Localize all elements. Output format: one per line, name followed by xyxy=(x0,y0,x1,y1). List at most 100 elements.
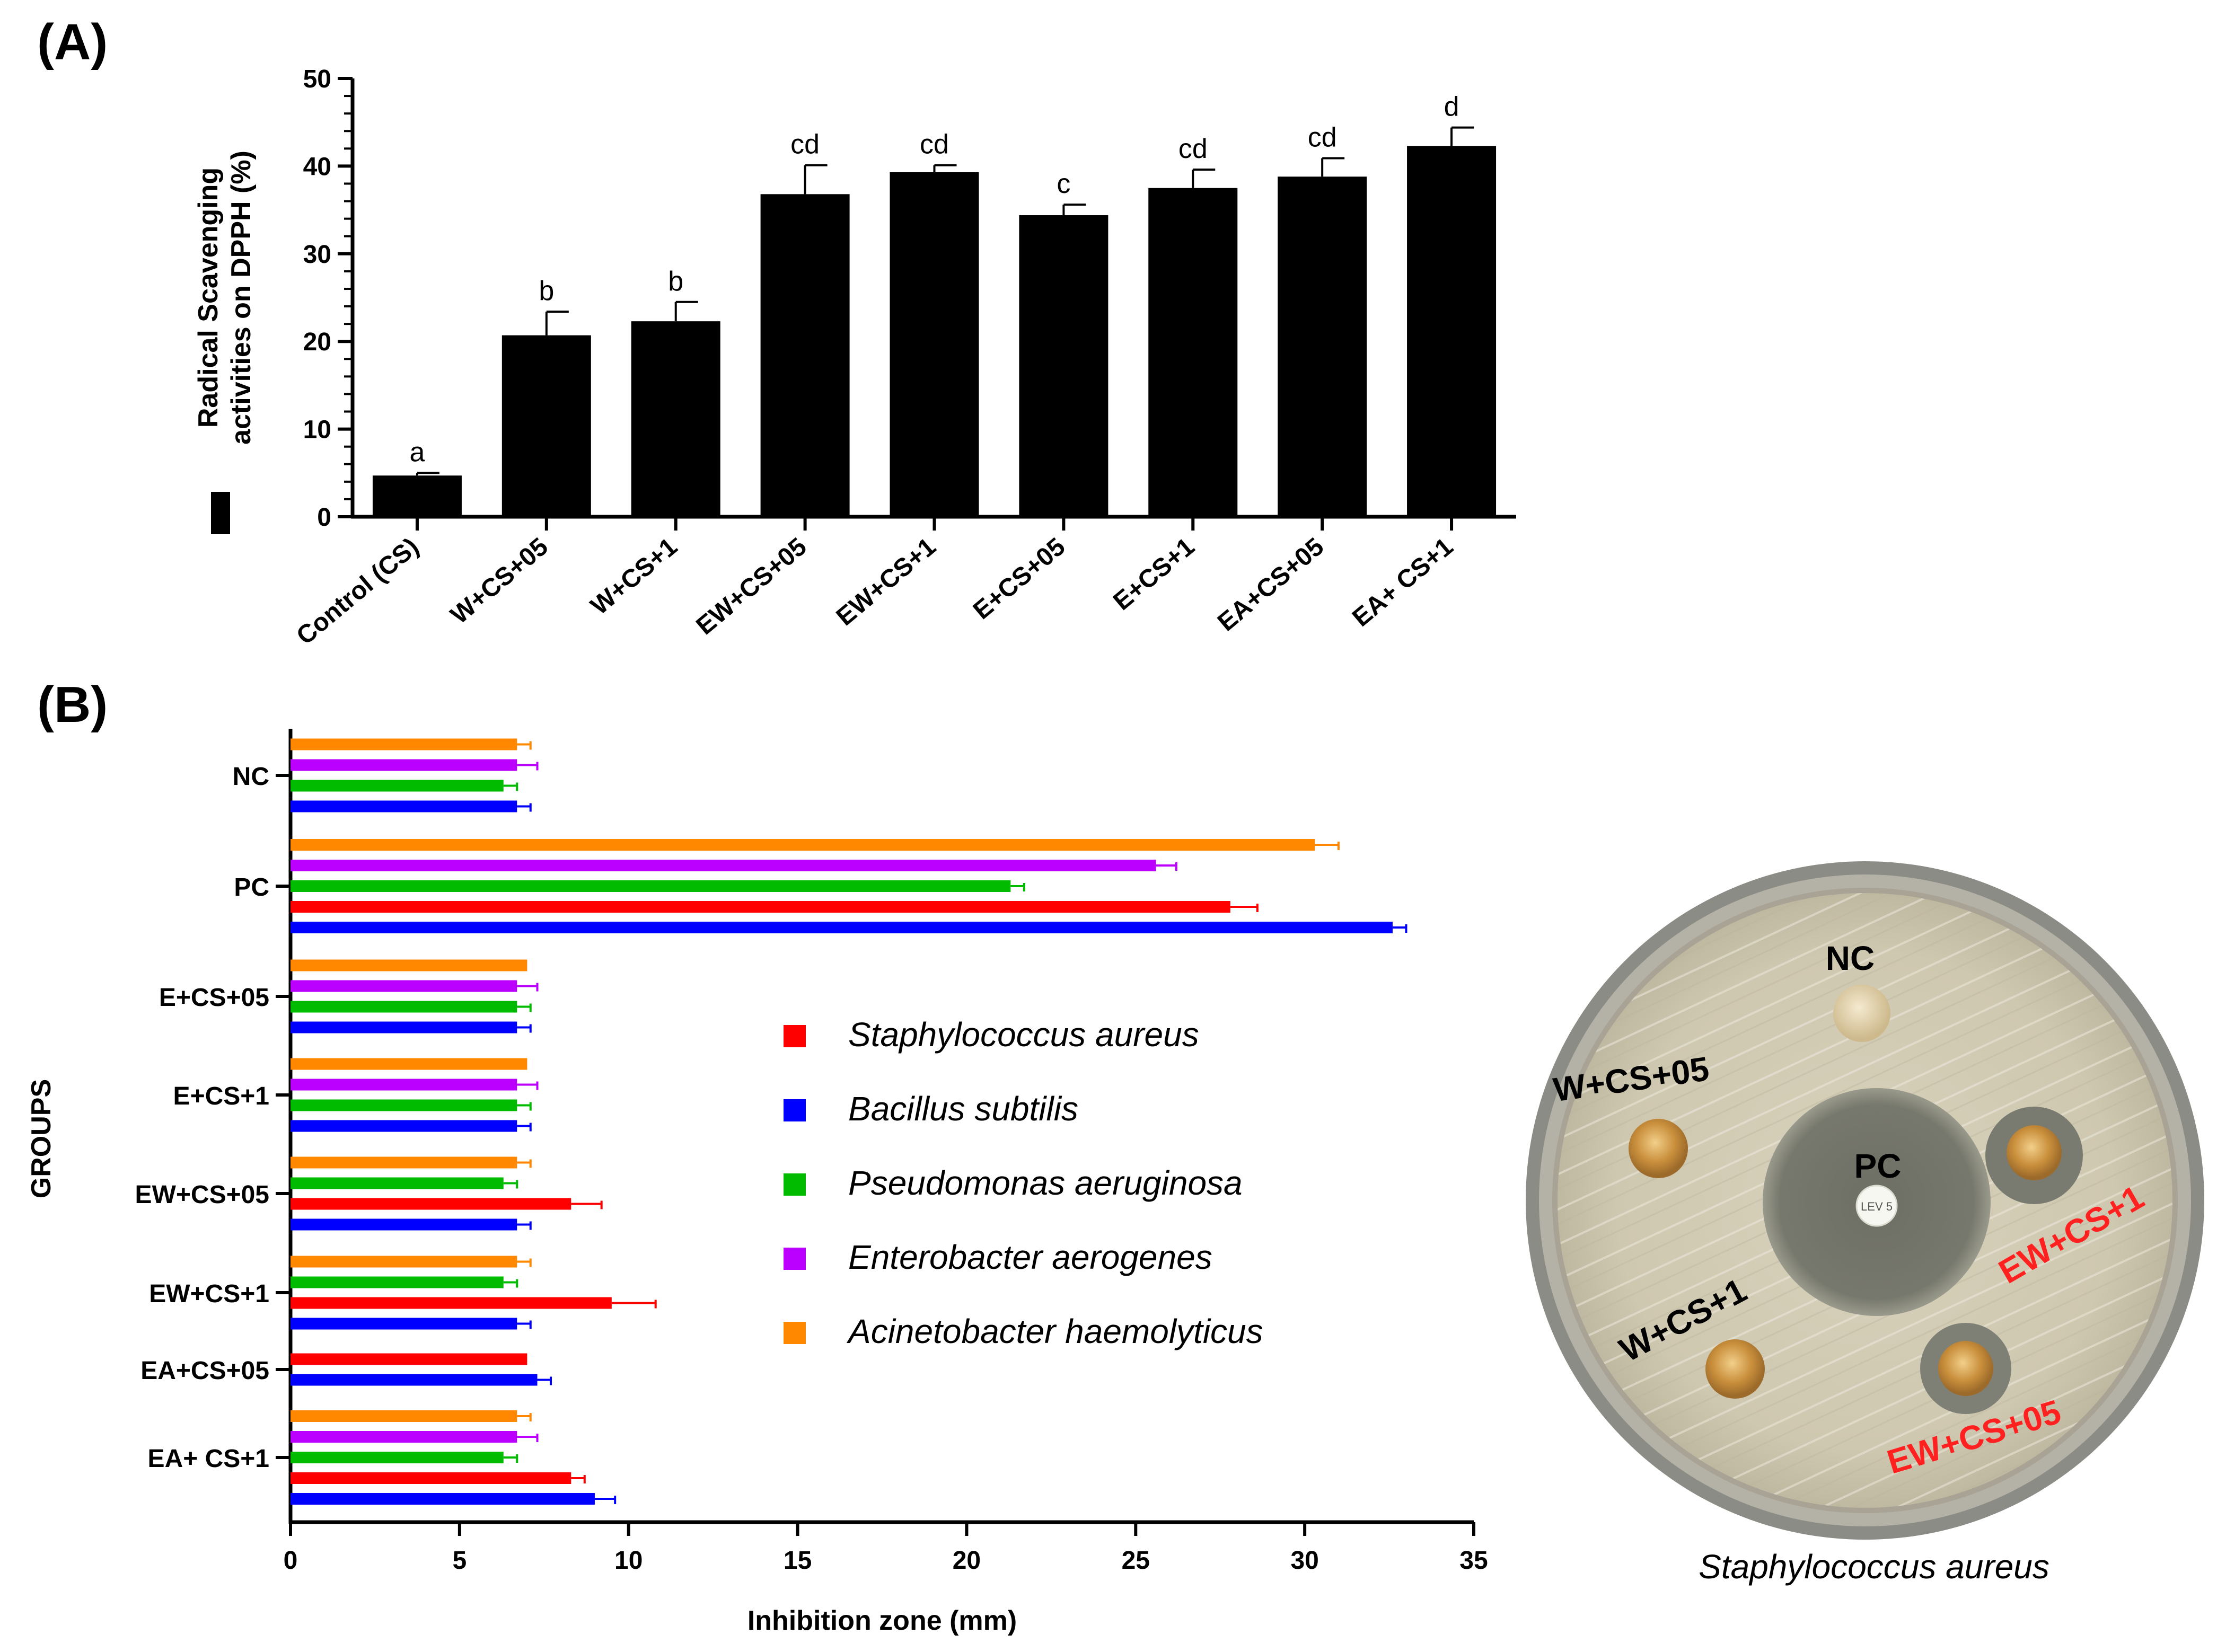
y-tick-label: 0 xyxy=(317,503,331,532)
y-tick-label: EA+CS+05 xyxy=(140,1357,269,1385)
bar xyxy=(291,1079,517,1091)
bar xyxy=(1278,176,1367,517)
bar xyxy=(291,1177,504,1189)
y-tick-label: 10 xyxy=(303,416,331,444)
x-tick-label: 10 xyxy=(614,1547,643,1575)
bar xyxy=(291,860,1156,871)
significance-letter: b xyxy=(539,276,554,306)
bar xyxy=(291,1493,595,1505)
bar xyxy=(291,738,517,750)
y-axis-title: GROUPS xyxy=(26,1079,57,1198)
agar-edge xyxy=(1552,888,2178,1513)
x-tick-label: W+CS+1 xyxy=(586,533,683,621)
legend-label: Bacillus subtilis xyxy=(848,1090,1078,1128)
bar xyxy=(291,1318,517,1330)
bar xyxy=(291,1099,517,1111)
y-tick-label: E+CS+1 xyxy=(173,1082,269,1110)
bar xyxy=(1407,146,1497,517)
significance-letter: cd xyxy=(1308,122,1337,153)
x-tick-label: EA+CS+05 xyxy=(1212,533,1329,637)
legend-swatch xyxy=(784,1173,806,1196)
bar xyxy=(291,800,517,812)
x-tick-label: Control (CS) xyxy=(291,533,424,650)
bar xyxy=(631,321,720,517)
bar xyxy=(291,1452,504,1463)
significance-letter: b xyxy=(668,266,683,297)
legend-label: Enterobacter aerogenes xyxy=(848,1238,1212,1276)
x-tick-label: W+CS+05 xyxy=(445,533,553,630)
dish-caption: Staphylococcus aureus xyxy=(1699,1548,2049,1586)
significance-letter: c xyxy=(1057,169,1070,199)
y-tick-label: 50 xyxy=(303,65,331,93)
bar xyxy=(372,475,462,517)
significance-letter: cd xyxy=(920,129,949,160)
legend-swatch xyxy=(784,1099,806,1121)
x-tick-label: EA+ CS+1 xyxy=(1347,533,1458,632)
bar xyxy=(291,1431,517,1443)
legend-label: Staphylococcus aureus xyxy=(848,1015,1199,1054)
y-tick-label: NC xyxy=(233,763,269,791)
bar xyxy=(291,1001,517,1013)
bar xyxy=(291,759,517,771)
x-tick-label: 15 xyxy=(784,1547,812,1575)
legend-swatch xyxy=(784,1025,806,1047)
bar xyxy=(291,1218,517,1231)
significance-letter: cd xyxy=(790,129,820,160)
bar xyxy=(291,880,1011,892)
pc-disc-text: LEV 5 xyxy=(1861,1200,1893,1213)
bar xyxy=(760,194,850,517)
bar xyxy=(291,1276,504,1288)
dpph-bar-chart: 0 10 20 30 40 50 Radical Scavenging activities … xyxy=(193,65,1516,650)
legend-swatch xyxy=(211,492,230,534)
dish-label-nc: NC xyxy=(1826,939,1875,977)
bar xyxy=(291,780,504,792)
significance-letter: d xyxy=(1444,92,1459,122)
bar xyxy=(291,839,1315,851)
legend-swatch xyxy=(784,1322,806,1344)
nc-well xyxy=(1833,985,1890,1042)
bar xyxy=(291,980,517,992)
y-tick-label: 20 xyxy=(303,328,331,356)
panel-a-label: (A) xyxy=(37,14,108,70)
y-tick-label: EA+ CS+1 xyxy=(148,1445,269,1473)
w-cs-05-well xyxy=(1629,1119,1688,1178)
panel-b-label: (B) xyxy=(37,676,108,733)
x-tick-label: 0 xyxy=(284,1547,298,1575)
y-axis-title-line1: Radical Scavenging xyxy=(193,167,224,428)
x-tick-label: 25 xyxy=(1122,1547,1150,1575)
petri-dish-photo: LEV 5 NC PC W+CS+05 W+CS+1 EW+CS+1 EW+CS… xyxy=(1526,861,2204,1586)
y-tick-label: EW+CS+05 xyxy=(135,1181,269,1209)
y-tick-label: EW+CS+1 xyxy=(149,1280,269,1308)
ew-cs-05-well xyxy=(1938,1341,1993,1396)
bar xyxy=(291,959,527,971)
x-axis-title: Inhibition zone (mm) xyxy=(747,1605,1017,1636)
bar xyxy=(291,1021,517,1033)
bar xyxy=(291,1353,527,1365)
x-tick-label: E+CS+1 xyxy=(1108,533,1200,616)
bar xyxy=(502,335,591,517)
y-tick-label: PC xyxy=(234,873,269,902)
y-tick-label: 40 xyxy=(303,153,331,181)
x-tick-label: E+CS+05 xyxy=(968,533,1071,625)
bar xyxy=(291,1120,517,1132)
bar xyxy=(1019,215,1108,517)
bar xyxy=(291,1297,612,1309)
y-axis-title-line2: activities on DPPH (%) xyxy=(226,151,257,445)
y-tick-label: E+CS+05 xyxy=(159,984,269,1012)
bar xyxy=(291,901,1230,913)
x-tick-label: 35 xyxy=(1459,1547,1488,1575)
y-tick-label: 30 xyxy=(303,241,331,269)
dish-label-pc: PC xyxy=(1854,1147,1902,1185)
x-tick-label: 30 xyxy=(1290,1547,1318,1575)
pc-antibiotic-disc xyxy=(1855,1185,1898,1227)
significance-letter: a xyxy=(409,437,425,467)
bar xyxy=(291,1410,517,1422)
x-tick-label: EW+CS+1 xyxy=(831,533,942,631)
bar xyxy=(291,1198,571,1210)
bar xyxy=(291,1374,538,1386)
x-tick-label: 20 xyxy=(953,1547,981,1575)
inhibition-zone-bar-chart: 0 5 10 15 20 25 30 35 Inhibition zone (mm) GROUPS… xyxy=(26,729,1488,1636)
legend-swatch xyxy=(784,1248,806,1270)
w-cs-1-well xyxy=(1705,1339,1765,1399)
